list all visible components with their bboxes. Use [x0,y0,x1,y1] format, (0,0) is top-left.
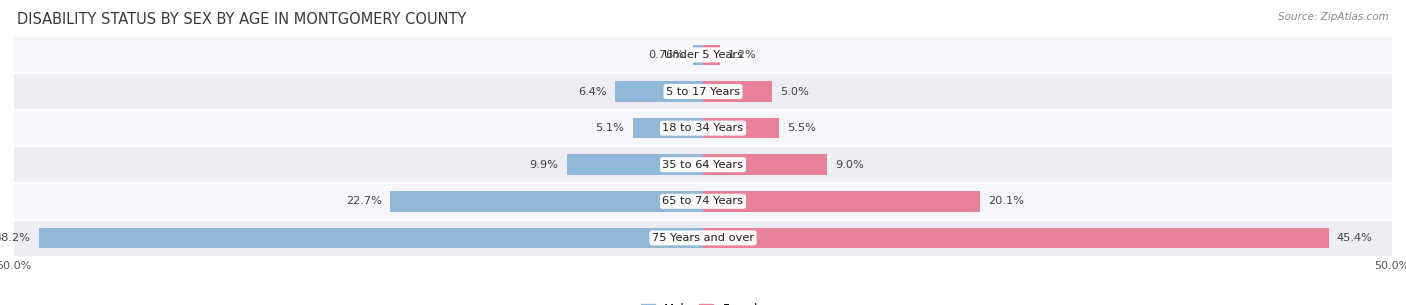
Bar [14,37,1392,73]
Text: 6.4%: 6.4% [578,87,606,96]
Bar [14,146,1392,183]
Text: Under 5 Years: Under 5 Years [664,50,742,60]
Text: 5.5%: 5.5% [787,123,815,133]
Bar [391,191,703,212]
Bar [14,110,1392,146]
Bar [633,118,703,138]
Bar [693,45,703,65]
Bar [703,228,1329,248]
Text: 45.4%: 45.4% [1337,233,1372,243]
Text: 65 to 74 Years: 65 to 74 Years [662,196,744,206]
Bar [703,154,827,175]
Text: 22.7%: 22.7% [346,196,382,206]
Legend: Male, Female: Male, Female [636,298,770,305]
Text: 9.9%: 9.9% [530,160,558,170]
Text: Source: ZipAtlas.com: Source: ZipAtlas.com [1278,12,1389,22]
Text: 20.1%: 20.1% [988,196,1024,206]
Text: 0.76%: 0.76% [648,50,685,60]
Bar [14,73,1392,110]
Bar [703,81,772,102]
Bar [39,228,703,248]
Bar [703,45,720,65]
Text: 18 to 34 Years: 18 to 34 Years [662,123,744,133]
Bar [14,183,1392,220]
Text: 9.0%: 9.0% [835,160,865,170]
Text: DISABILITY STATUS BY SEX BY AGE IN MONTGOMERY COUNTY: DISABILITY STATUS BY SEX BY AGE IN MONTG… [17,12,467,27]
Text: 5.1%: 5.1% [596,123,624,133]
Text: 35 to 64 Years: 35 to 64 Years [662,160,744,170]
Text: 75 Years and over: 75 Years and over [652,233,754,243]
Text: 5 to 17 Years: 5 to 17 Years [666,87,740,96]
Bar [14,220,1392,256]
Bar [567,154,703,175]
Bar [703,191,980,212]
Bar [703,118,779,138]
Text: 1.2%: 1.2% [728,50,756,60]
Text: 5.0%: 5.0% [780,87,808,96]
Bar [614,81,703,102]
Text: 48.2%: 48.2% [0,233,31,243]
